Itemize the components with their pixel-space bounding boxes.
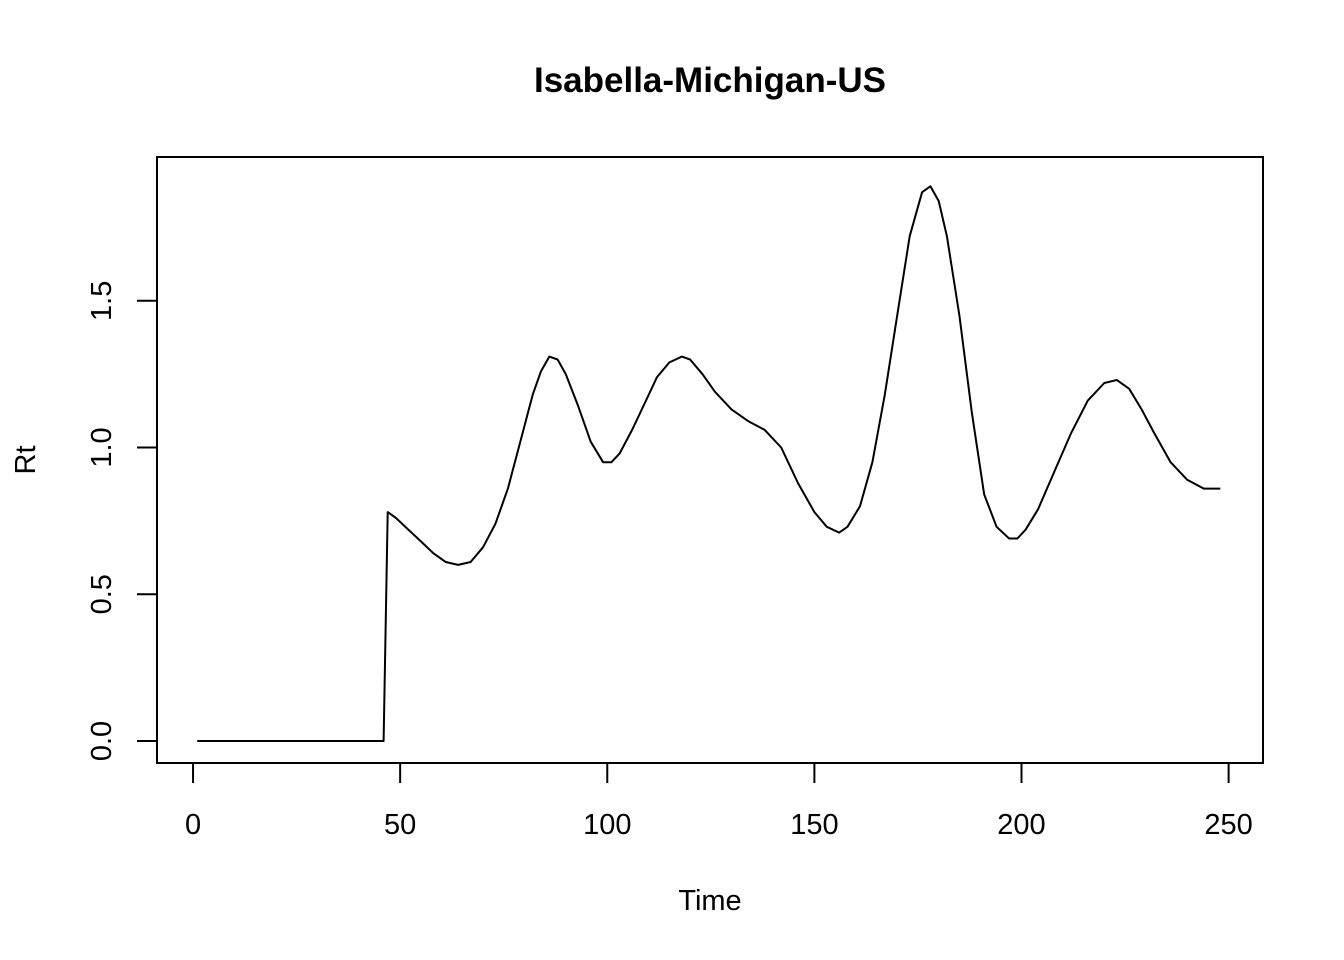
- x-tick-label: 100: [583, 809, 631, 841]
- x-axis-label: Time: [678, 885, 741, 917]
- y-axis: 0.0 0.5 1.0 1.5: [86, 281, 158, 761]
- series-line: [197, 185, 1221, 742]
- y-tick-label: 0.5: [86, 574, 118, 614]
- x-tick-label: 50: [384, 809, 416, 841]
- x-tick-label: 200: [997, 809, 1045, 841]
- x-axis: 0 50 100 150 200 250: [185, 762, 1253, 841]
- y-tick-label: 0.0: [86, 721, 118, 761]
- x-tick-label: 150: [790, 809, 838, 841]
- chart-title: Isabella-Michigan-US: [534, 61, 886, 100]
- x-tick-label: 250: [1204, 809, 1252, 841]
- plot-area-border: [156, 156, 1264, 764]
- x-tick-label: 0: [185, 809, 201, 841]
- y-tick-label: 1.5: [86, 281, 118, 321]
- y-axis-label: Rt: [10, 446, 42, 475]
- y-tick-label: 1.0: [86, 427, 118, 467]
- series-layer: [197, 185, 1221, 742]
